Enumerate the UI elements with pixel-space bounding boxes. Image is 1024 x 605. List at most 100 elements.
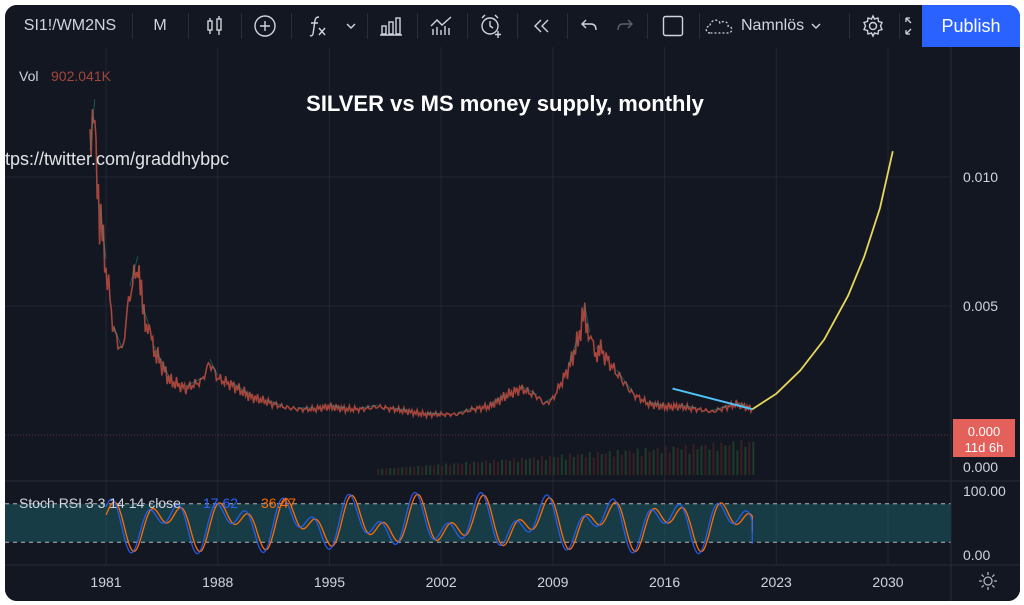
volume-bar [552, 456, 555, 475]
volume-bars [377, 440, 755, 475]
countdown-value: 11d 6h [965, 440, 1004, 455]
volume-bar [544, 459, 547, 475]
stoch-d-line [105, 493, 753, 553]
expand-icon[interactable] [901, 5, 921, 47]
volume-bar [560, 454, 563, 475]
symbol-search-button[interactable]: SI1!/WM2NS [15, 5, 125, 47]
top-toolbar: SI1!/WM2NS M [5, 5, 1020, 48]
chart-settings-icon[interactable] [979, 572, 997, 590]
x-tick-label: 2023 [761, 574, 792, 590]
replay-icon[interactable] [521, 5, 561, 47]
volume-bar [600, 453, 603, 475]
x-tick-label: 2016 [649, 574, 680, 590]
x-tick-label: 2002 [426, 574, 457, 590]
volume-bar [449, 464, 452, 475]
price-chart[interactable]: 1981 1988 1995 2002 2009 2016 2023 2030 0.010 0.0… [5, 47, 1020, 601]
volume-bar [724, 445, 727, 475]
volume-bar [596, 452, 599, 475]
compare-icon[interactable] [421, 5, 461, 47]
volume-bar [413, 466, 416, 475]
volume-bar [512, 458, 515, 475]
volume-bar [588, 452, 591, 475]
volume-bar [612, 456, 615, 475]
volume-bar [624, 450, 627, 475]
volume-bar [477, 462, 480, 475]
volume-bar [469, 464, 472, 475]
stoch-rsi-label: Stoch RSI 3 3 14 14 close [19, 495, 181, 511]
alert-icon[interactable] [471, 5, 511, 47]
fx-icon[interactable] [297, 5, 337, 47]
volume-bar [548, 455, 551, 475]
candles-icon[interactable] [195, 5, 235, 47]
undo-icon[interactable] [571, 5, 607, 47]
bar-chart-icon[interactable] [371, 5, 411, 47]
chart-window: SI1!/WM2NS M [5, 5, 1020, 601]
volume-bar [628, 450, 631, 475]
gear-icon[interactable] [853, 5, 893, 47]
x-tick-label: 1995 [314, 574, 345, 590]
volume-bar [508, 460, 511, 475]
volume-label: Vol [19, 68, 38, 84]
volume-bar [584, 456, 587, 475]
x-tick-label: 2030 [872, 574, 903, 590]
volume-bar [481, 461, 484, 475]
volume-bar [680, 449, 683, 475]
fullscreen-square-icon[interactable] [653, 5, 693, 47]
volume-bar [688, 453, 691, 475]
volume-bar [684, 444, 687, 475]
volume-bar [656, 447, 659, 475]
redo-icon[interactable] [607, 5, 643, 47]
volume-bar [385, 468, 388, 475]
layout-menu-button[interactable]: Namnlös [703, 5, 843, 47]
volume-bar [644, 448, 647, 475]
volume-bar [672, 446, 675, 475]
stoch-d-value: 36.47 [261, 495, 296, 511]
stoch-k-value: 17.62 [203, 495, 238, 511]
volume-bar [401, 467, 404, 475]
cloud-icon [705, 19, 733, 34]
volume-bar [736, 450, 739, 475]
volume-bar [489, 462, 492, 475]
volume-bar [652, 449, 655, 475]
price-series [89, 99, 894, 420]
x-tick-label: 1981 [90, 574, 121, 590]
volume-bar [453, 463, 456, 475]
volume-bar [648, 451, 651, 475]
interval-button[interactable]: M [140, 5, 180, 47]
volume-bar [500, 459, 503, 475]
volume-bar [445, 463, 448, 475]
volume-bar [532, 457, 535, 475]
volume-bar [748, 441, 751, 475]
volume-bar [752, 441, 755, 475]
volume-bar [696, 449, 699, 475]
volume-bar [676, 447, 679, 475]
volume-bar [540, 455, 543, 475]
volume-bar [640, 455, 643, 475]
volume-bar [417, 465, 420, 475]
stoch-k-line [105, 491, 753, 555]
volume-bar [692, 444, 695, 475]
volume-bar [437, 464, 440, 475]
volume-bar [744, 447, 747, 475]
interval-label: M [153, 17, 167, 34]
add-indicator-icon[interactable] [245, 5, 285, 47]
volume-bar [473, 461, 476, 475]
chevron-down-icon[interactable] [339, 5, 363, 47]
symbol-label: SI1!/WM2NS [23, 17, 117, 34]
volume-bar [457, 463, 460, 475]
volume-bar [576, 454, 579, 475]
volume-bar [425, 465, 428, 475]
chart-title: SILVER vs MS money supply, monthly [306, 91, 704, 116]
volume-bar [604, 453, 607, 475]
layout-chevron-icon [811, 23, 821, 29]
x-tick-label: 2009 [537, 574, 568, 590]
volume-bar [377, 469, 380, 475]
price-up-candles [89, 99, 745, 414]
volume-bar [497, 462, 499, 475]
volume-value: 902.041K [51, 68, 112, 84]
publish-button[interactable]: Publish [922, 5, 1020, 47]
volume-bar [668, 452, 671, 475]
last-price-tag [953, 419, 1015, 457]
volume-bar [504, 459, 507, 475]
volume-bar [381, 468, 384, 475]
